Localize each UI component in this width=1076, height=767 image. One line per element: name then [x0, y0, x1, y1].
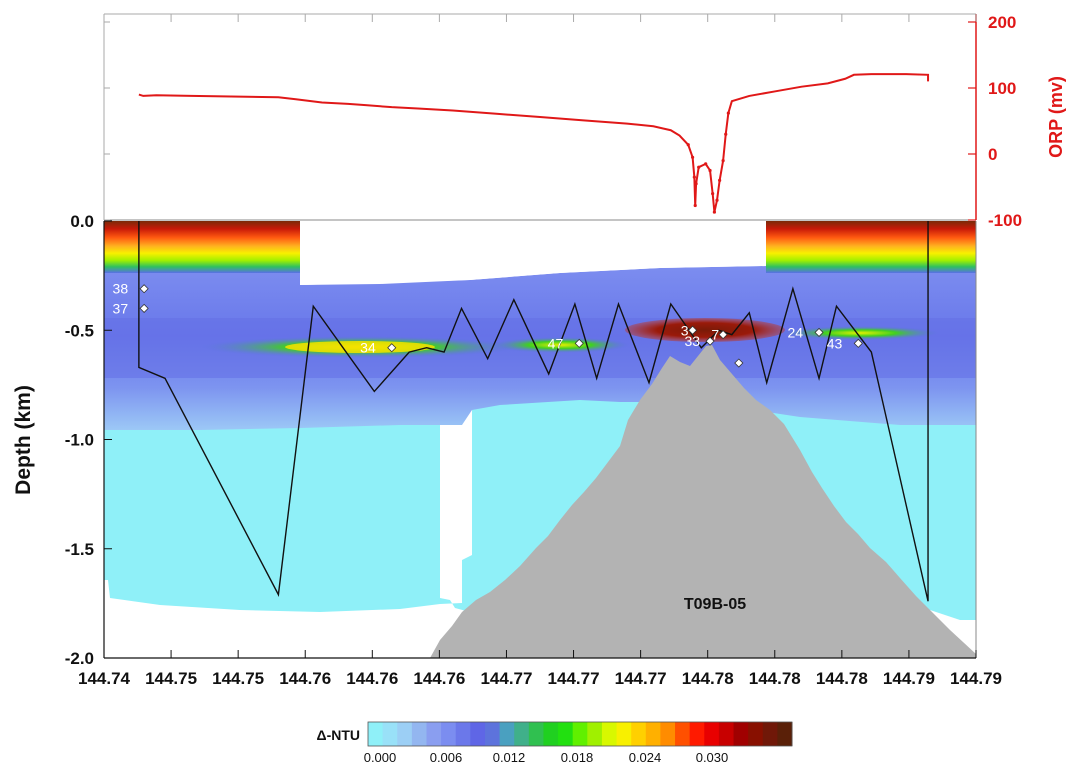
orp-point: [697, 166, 700, 169]
orp-tick-label: 200: [988, 13, 1016, 32]
colorbar-swatch: [646, 722, 661, 746]
x-tick-label: 144.77: [548, 669, 600, 688]
colorbar-tick-label: 0.006: [430, 750, 463, 765]
colorbar-swatch: [558, 722, 573, 746]
colorbar-swatch: [456, 722, 471, 746]
x-tick-label: 144.79: [883, 669, 935, 688]
x-tick-label: 144.75: [212, 669, 264, 688]
colorbar-swatch: [748, 722, 763, 746]
colorbar-swatch: [690, 722, 705, 746]
depth-axis-label: Depth (km): [12, 385, 35, 495]
orp-axis-label: ORP (mv): [1046, 76, 1066, 158]
station-label: 43: [827, 335, 843, 351]
colorbar-swatch: [719, 722, 734, 746]
orp-point: [727, 111, 730, 114]
seamount-label: T09B-05: [684, 596, 746, 613]
colorbar-tick-label: 0.030: [696, 750, 729, 765]
x-tick-label: 144.76: [279, 669, 331, 688]
colorbar-swatch: [675, 722, 690, 746]
surface-layer-west: [104, 221, 300, 273]
orp-point: [718, 179, 721, 182]
x-tick-label: 144.77: [615, 669, 667, 688]
station-label: 34: [360, 340, 376, 356]
colorbar-swatch: [426, 722, 441, 746]
x-tick-label: 144.75: [145, 669, 197, 688]
colorbar-swatch: [485, 722, 500, 746]
station-label: 38: [113, 281, 129, 297]
colorbar-swatch: [660, 722, 675, 746]
colorbar-swatch: [543, 722, 558, 746]
colorbar-swatch: [777, 722, 792, 746]
station-label: 37: [113, 300, 129, 316]
orp-point: [694, 182, 697, 185]
colorbar-swatch: [617, 722, 632, 746]
x-tick-label: 144.78: [749, 669, 801, 688]
colorbar-swatch: [441, 722, 456, 746]
colorbar-swatches: [368, 722, 793, 746]
station-label: 24: [787, 324, 803, 340]
orp-point: [722, 159, 725, 162]
colorbar-tick-label: 0.000: [364, 750, 397, 765]
station-label: 7: [711, 327, 719, 343]
colorbar-tick-label: 0.018: [561, 750, 594, 765]
x-tick-label: 144.78: [816, 669, 868, 688]
orp-point: [704, 162, 707, 165]
surface-layer-east: [766, 221, 976, 273]
colorbar: Δ-NTU 0.000 0.006 0.012 0.018 0.024 0.030: [317, 722, 793, 765]
colorbar-swatch: [383, 722, 398, 746]
orp-point: [694, 204, 697, 207]
orp-point: [708, 169, 711, 172]
x-tick-label: 144.76: [346, 669, 398, 688]
orp-point: [693, 176, 696, 179]
plume-summit-red: [625, 318, 785, 342]
colorbar-swatch: [500, 722, 515, 746]
orp-left-ticks: [104, 22, 110, 220]
x-tick-label: 144.79: [950, 669, 1002, 688]
station-label: 47: [548, 335, 564, 351]
orp-tick-label: 100: [988, 79, 1016, 98]
orp-tick-label: 0: [988, 145, 997, 164]
orp-point: [715, 199, 718, 202]
colorbar-swatch: [470, 722, 485, 746]
depth-tick-label: -2.0: [65, 649, 94, 668]
orp-panel: 200 100 0 -100 ORP (mv): [104, 13, 1066, 230]
colorbar-swatch: [631, 722, 646, 746]
orp-tick-label: -100: [988, 211, 1022, 230]
orp-point: [724, 133, 727, 136]
orp-top-ticks: [104, 14, 976, 22]
colorbar-swatch: [514, 722, 529, 746]
colorbar-swatch: [412, 722, 427, 746]
colorbar-swatch: [529, 722, 544, 746]
orp-series-line: [139, 74, 928, 212]
x-tick-label: 144.76: [413, 669, 465, 688]
x-tick-label: 144.74: [78, 669, 131, 688]
colorbar-swatch: [397, 722, 412, 746]
station-label: 33: [684, 333, 700, 349]
colorbar-title: Δ-NTU: [317, 727, 361, 743]
colorbar-tick-label: 0.012: [493, 750, 526, 765]
colorbar-tick-label: 0.024: [629, 750, 662, 765]
orp-point: [687, 143, 690, 146]
x-tick-label: 144.77: [480, 669, 532, 688]
orp-series: [139, 74, 928, 214]
depth-tick-label: -0.5: [65, 321, 94, 340]
orp-point: [691, 156, 694, 159]
colorbar-swatch: [704, 722, 719, 746]
colorbar-swatch: [602, 722, 617, 746]
colorbar-ticks: 0.000 0.006 0.012 0.018 0.024 0.030: [364, 750, 729, 765]
orp-point: [711, 192, 714, 195]
depth-tick-label: 0.0: [70, 212, 94, 231]
orp-point: [713, 210, 716, 213]
depth-tick-label: -1.0: [65, 431, 94, 450]
colorbar-swatch: [587, 722, 602, 746]
colorbar-swatch: [763, 722, 778, 746]
depth-tick-label: -1.5: [65, 540, 94, 559]
colorbar-swatch: [734, 722, 749, 746]
colorbar-swatch: [573, 722, 588, 746]
colorbar-swatch: [368, 722, 383, 746]
x-tick-label: 144.78: [682, 669, 734, 688]
